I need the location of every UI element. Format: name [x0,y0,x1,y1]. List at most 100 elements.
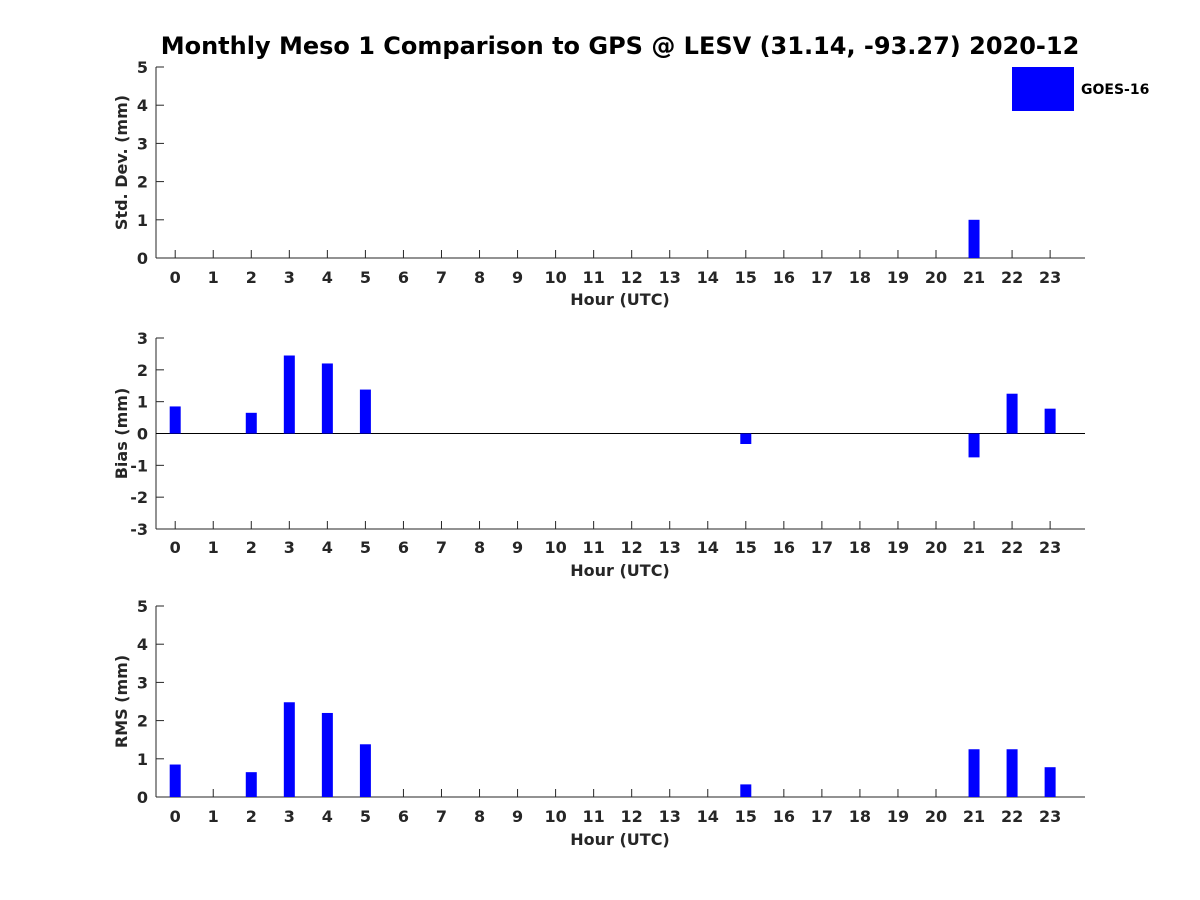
bias-x-tick-label: 10 [544,538,566,557]
rms-x-tick-label: 13 [659,807,681,826]
bias-x-tick-label: 20 [925,538,947,557]
bias-y-tick-label: -2 [130,488,148,507]
bias-x-tick-label: 9 [512,538,523,557]
std-x-tick-label: 20 [925,268,947,287]
bias-x-tick-label: 21 [963,538,985,557]
bias-bar-hour-22 [1006,393,1018,434]
rms-x-tick-label: 19 [887,807,909,826]
bias-bar-hour-15 [740,433,752,445]
rms-x-tick-label: 0 [170,807,181,826]
bias-x-tick-label: 19 [887,538,909,557]
std-x-tick-label: 14 [697,268,719,287]
std-y-tick-label: 2 [137,173,148,192]
rms-bar-hour-3 [283,702,295,797]
rms-bar-hour-15 [740,784,752,797]
bias-x-tick-label: 12 [621,538,643,557]
bias-x-tick-label: 5 [360,538,371,557]
rms-x-tick-label: 16 [773,807,795,826]
bias-x-tick-label: 8 [474,538,485,557]
rms-x-tick-label: 3 [284,807,295,826]
bias-x-tick-label: 0 [170,538,181,557]
rms-y-tick-label: 3 [137,673,148,692]
bias-bar-hour-5 [359,389,371,434]
rms-x-tick-label: 20 [925,807,947,826]
rms-x-axis-label: Hour (UTC) [570,830,670,849]
rms-x-tick-label: 2 [246,807,257,826]
rms-bar-hour-0 [169,764,181,797]
rms-y-tick-label: 4 [137,635,148,654]
std-x-tick-label: 13 [659,268,681,287]
bias-y-axis-label: Bias (mm) [112,388,131,480]
rms-x-tick-label: 10 [544,807,566,826]
std-x-tick-label: 9 [512,268,523,287]
bias-x-tick-label: 17 [811,538,833,557]
bias-x-tick-label: 4 [322,538,333,557]
legend-label-goes-16: GOES-16 [1081,82,1149,98]
std-x-tick-label: 18 [849,268,871,287]
std-x-tick-label: 2 [246,268,257,287]
rms-y-axis-label: RMS (mm) [112,655,131,748]
rms-bar-hour-5 [359,744,371,797]
rms-x-tick-label: 22 [1001,807,1023,826]
std-x-tick-label: 23 [1039,268,1061,287]
bias-x-tick-label: 16 [773,538,795,557]
bias-y-tick-label: -1 [130,456,148,475]
std-y-tick-label: 4 [137,96,148,115]
rms-x-tick-label: 7 [436,807,447,826]
std-x-axis-label: Hour (UTC) [570,290,670,309]
std-x-tick-label: 5 [360,268,371,287]
bias-bar-hour-23 [1044,408,1056,434]
std-x-tick-label: 12 [621,268,643,287]
bias-x-tick-label: 13 [659,538,681,557]
std-x-tick-label: 16 [773,268,795,287]
bias-x-axis-label: Hour (UTC) [570,561,670,580]
bias-x-tick-label: 6 [398,538,409,557]
rms-y-tick-label: 1 [137,750,148,769]
bias-bar-hour-0 [169,406,181,434]
std-x-tick-label: 7 [436,268,447,287]
bias-bar-hour-21 [968,433,980,458]
std-x-tick-label: 6 [398,268,409,287]
rms-bar-hour-2 [245,772,257,797]
rms-x-tick-label: 1 [208,807,219,826]
rms-x-tick-label: 17 [811,807,833,826]
rms-bar-hour-4 [321,712,333,797]
rms-x-tick-label: 11 [583,807,605,826]
std-y-tick-label: 0 [137,249,148,268]
rms-bar-hour-23 [1044,767,1056,797]
bias-x-tick-label: 3 [284,538,295,557]
rms-y-tick-label: 0 [137,788,148,807]
rms-x-tick-label: 5 [360,807,371,826]
bias-x-tick-label: 14 [697,538,719,557]
std-y-tick-label: 3 [137,134,148,153]
std-x-tick-label: 4 [322,268,333,287]
bias-x-tick-label: 15 [735,538,757,557]
std-x-tick-label: 11 [583,268,605,287]
bias-x-tick-label: 22 [1001,538,1023,557]
std-x-tick-label: 1 [208,268,219,287]
rms-x-tick-label: 23 [1039,807,1061,826]
rms-x-tick-label: 8 [474,807,485,826]
std-x-tick-label: 15 [735,268,757,287]
bias-x-tick-label: 11 [583,538,605,557]
bias-y-tick-label: 1 [137,393,148,412]
bias-y-tick-label: 3 [137,329,148,348]
std-x-tick-label: 0 [170,268,181,287]
bias-y-tick-label: -3 [130,520,148,539]
bias-x-tick-label: 23 [1039,538,1061,557]
bias-y-tick-label: 0 [137,425,148,444]
rms-x-tick-label: 14 [697,807,719,826]
bias-x-tick-label: 18 [849,538,871,557]
std-bar-hour-21 [968,219,980,258]
std-x-tick-label: 17 [811,268,833,287]
std-x-tick-label: 22 [1001,268,1023,287]
chart-title: Monthly Meso 1 Comparison to GPS @ LESV … [161,32,1080,60]
std-x-tick-label: 8 [474,268,485,287]
bias-x-tick-label: 2 [246,538,257,557]
std-x-tick-label: 10 [544,268,566,287]
